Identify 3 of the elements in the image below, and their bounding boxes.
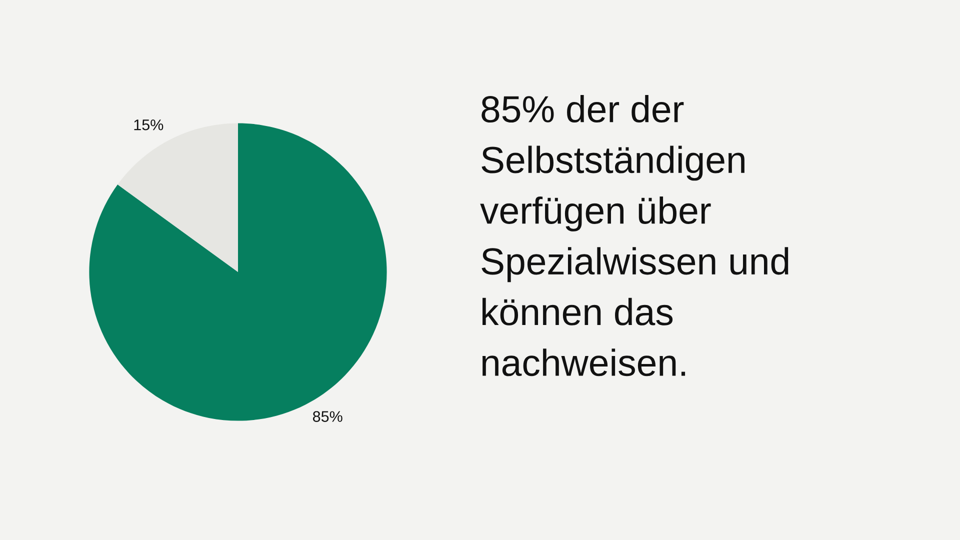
text: 85% der der Selbstständigen verfügen über Spezialwissen und können das nachweisen. — [480, 95, 788, 376]
data-label: 85% — [312, 411, 342, 422]
data-label: 15% — [134, 120, 164, 130]
